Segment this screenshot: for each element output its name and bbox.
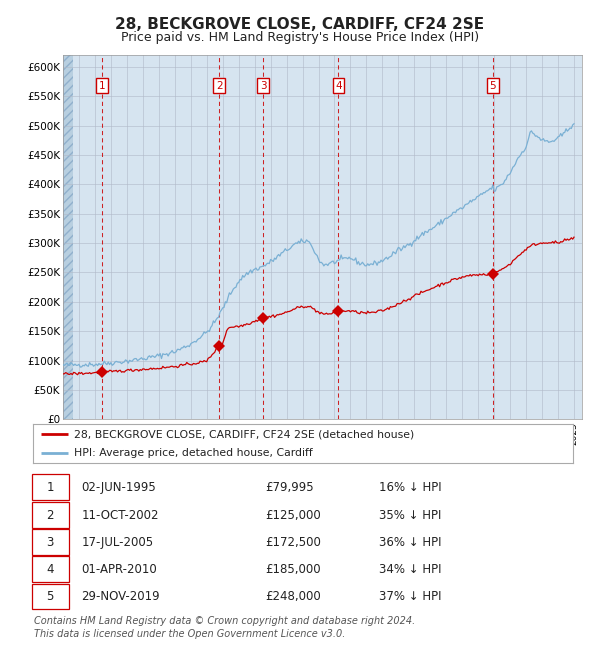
Text: 3: 3: [47, 536, 54, 549]
FancyBboxPatch shape: [32, 556, 68, 582]
Text: Price paid vs. HM Land Registry's House Price Index (HPI): Price paid vs. HM Land Registry's House …: [121, 31, 479, 44]
FancyBboxPatch shape: [32, 502, 68, 528]
Text: 11-OCT-2002: 11-OCT-2002: [82, 508, 159, 521]
Text: 2: 2: [216, 81, 223, 91]
Text: 28, BECKGROVE CLOSE, CARDIFF, CF24 2SE: 28, BECKGROVE CLOSE, CARDIFF, CF24 2SE: [115, 17, 485, 32]
Text: 29-NOV-2019: 29-NOV-2019: [82, 590, 160, 603]
FancyBboxPatch shape: [32, 584, 68, 609]
Text: 36% ↓ HPI: 36% ↓ HPI: [379, 536, 441, 549]
Text: £185,000: £185,000: [265, 563, 321, 576]
Text: £79,995: £79,995: [265, 481, 314, 494]
Text: £172,500: £172,500: [265, 536, 321, 549]
Text: 35% ↓ HPI: 35% ↓ HPI: [379, 508, 441, 521]
FancyBboxPatch shape: [32, 474, 68, 500]
Text: 5: 5: [490, 81, 496, 91]
Text: 2: 2: [47, 508, 54, 521]
Text: 3: 3: [260, 81, 266, 91]
Text: £125,000: £125,000: [265, 508, 321, 521]
Text: 4: 4: [47, 563, 54, 576]
Text: 02-JUN-1995: 02-JUN-1995: [82, 481, 157, 494]
Text: 17-JUL-2005: 17-JUL-2005: [82, 536, 154, 549]
Text: 37% ↓ HPI: 37% ↓ HPI: [379, 590, 441, 603]
Text: 5: 5: [47, 590, 54, 603]
Text: 1: 1: [47, 481, 54, 494]
Text: 28, BECKGROVE CLOSE, CARDIFF, CF24 2SE (detached house): 28, BECKGROVE CLOSE, CARDIFF, CF24 2SE (…: [74, 430, 414, 439]
Text: 34% ↓ HPI: 34% ↓ HPI: [379, 563, 441, 576]
Text: £248,000: £248,000: [265, 590, 321, 603]
Text: 01-APR-2010: 01-APR-2010: [82, 563, 157, 576]
Text: 16% ↓ HPI: 16% ↓ HPI: [379, 481, 441, 494]
Text: HPI: Average price, detached house, Cardiff: HPI: Average price, detached house, Card…: [74, 448, 312, 458]
Text: 4: 4: [335, 81, 342, 91]
Text: Contains HM Land Registry data © Crown copyright and database right 2024.
This d: Contains HM Land Registry data © Crown c…: [34, 616, 415, 640]
Text: 1: 1: [98, 81, 105, 91]
FancyBboxPatch shape: [32, 529, 68, 555]
